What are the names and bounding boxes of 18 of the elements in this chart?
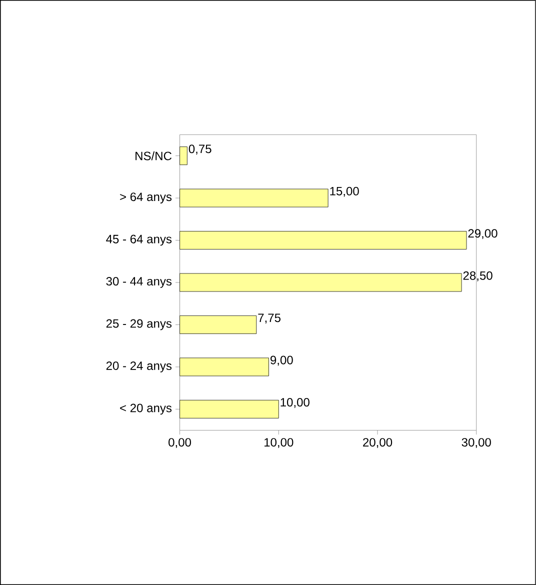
data-label: 0,75 bbox=[188, 144, 212, 155]
y-tick-label: < 20 anys bbox=[120, 404, 172, 415]
y-tick-label: 20 - 24 anys bbox=[106, 361, 172, 372]
y-tick-label: 30 - 44 anys bbox=[106, 277, 172, 288]
data-label: 28,50 bbox=[463, 271, 492, 282]
data-label: 9,00 bbox=[270, 356, 293, 366]
y-tick-label: NS/NC bbox=[136, 151, 172, 160]
data-label: 10,00 bbox=[280, 398, 310, 408]
data-label: 15,00 bbox=[330, 186, 359, 197]
x-tick-label: 10,00 bbox=[264, 438, 294, 448]
data-label: 7,75 bbox=[258, 314, 281, 324]
x-tick-label: 30,00 bbox=[462, 438, 491, 448]
y-tick-label: > 64 anys bbox=[120, 192, 172, 204]
y-tick-label: 45 - 64 anys bbox=[106, 234, 172, 246]
y-tick-label: 25 - 29 anys bbox=[106, 319, 172, 330]
x-tick-label: 20,00 bbox=[363, 438, 392, 448]
data-label: 29,00 bbox=[468, 229, 498, 240]
x-tick-label: 0,00 bbox=[168, 438, 192, 448]
